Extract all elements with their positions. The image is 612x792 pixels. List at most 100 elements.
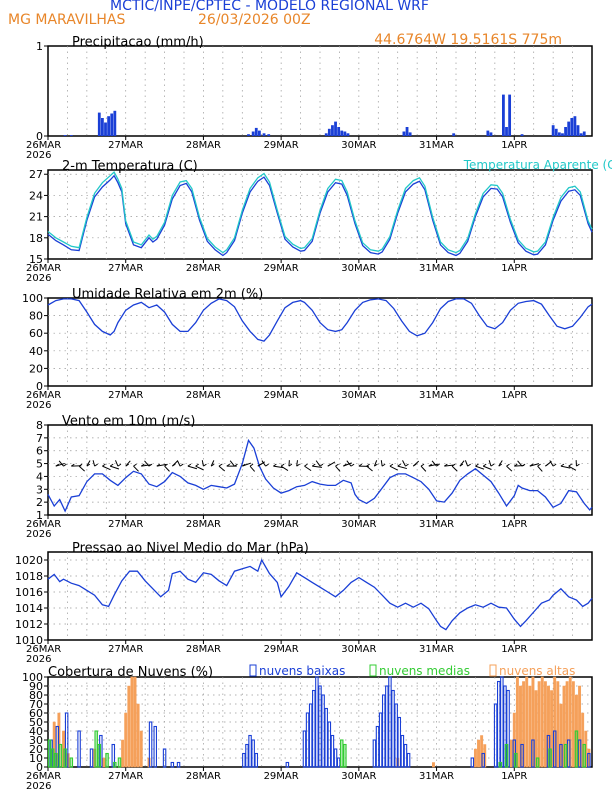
x-tick-label: 1APR (501, 263, 527, 274)
wind-vector-head (125, 463, 129, 467)
x-tick-label: 1APR (501, 644, 527, 655)
x-tick-label: 29MAR (264, 263, 299, 274)
y-tick-label: 1 (36, 40, 43, 53)
wind-vector-head (451, 463, 456, 467)
bar-precipitacao (564, 127, 567, 136)
wind-vector-head (490, 463, 495, 467)
bar-precipitacao (340, 130, 344, 136)
x-tick-label: 1APR (501, 140, 527, 151)
x-tick-label: 30MAR (341, 263, 376, 274)
bar-nuvens-baixas (305, 712, 310, 768)
legend-label: nuvens altas (499, 664, 575, 678)
y-tick-label: 0 (36, 130, 43, 143)
wind-vector-head (172, 463, 176, 467)
wind-vector-arrow (488, 460, 492, 467)
bar-nuvens-medias (58, 743, 63, 768)
series-line-temperatura (47, 174, 593, 257)
x-tick-label: 28MAR (186, 140, 221, 151)
bar-nuvens-baixas (470, 757, 475, 768)
bar-nuvens-medias (117, 757, 122, 768)
y-tick-label: 30 (29, 734, 43, 747)
bar-nuvens-altas (124, 712, 128, 768)
bar-nuvens-baixas (481, 752, 485, 768)
x-tick-label: 31MAR (419, 644, 454, 655)
x-tick-label: 28MAR (186, 644, 221, 655)
bar-precipitacao (257, 130, 261, 136)
bar-precipitacao (107, 116, 111, 136)
wind-vector-arrow (312, 465, 323, 468)
y-tick-label: 80 (29, 689, 43, 702)
bar-nuvens-baixas (391, 689, 395, 768)
wind-vector-head (117, 463, 122, 467)
y-tick-label: 1016 (15, 586, 43, 599)
bar-nuvens-baixas (559, 743, 563, 768)
bar-precipitacao (505, 127, 508, 136)
x-tick-label: 28MAR (186, 771, 221, 782)
wind-vector-head (280, 463, 285, 467)
wind-vector-head (257, 463, 262, 467)
x-tick-label: 26MAR (26, 263, 61, 274)
wind-vector-head (179, 463, 184, 467)
bar-nuvens-altas (509, 739, 513, 768)
bar-precipitacao (267, 134, 271, 136)
bar-nuvens-baixas (406, 752, 411, 768)
bar-nuvens-baixas (397, 716, 402, 768)
y-tick-label: 1012 (15, 618, 43, 631)
bar-nuvens-altas (102, 757, 106, 768)
bar-precipitacao (576, 125, 580, 136)
series-line-vento (47, 438, 593, 513)
series-line-temperatura-aparente (47, 171, 593, 254)
wind-vector-arrow (568, 465, 577, 471)
legend-label: nuvens medias (379, 664, 470, 678)
bar-nuvens-altas (540, 676, 544, 768)
wind-vector-arrow (549, 460, 554, 467)
wind-vector-head (428, 463, 433, 467)
y-tick-label: 40 (29, 725, 43, 738)
wind-vector-arrow (373, 460, 378, 467)
bar-precipitacao (579, 133, 583, 136)
series-line-umidade-relativa (47, 298, 593, 342)
y-tick-label: 18 (29, 232, 43, 245)
wind-vector-head (249, 463, 254, 467)
bar-nuvens-medias (343, 743, 347, 768)
y-tick-label: 100 (22, 292, 43, 305)
y-tick-label: 7 (36, 432, 43, 445)
bar-nuvens-baixas (400, 734, 405, 768)
wind-vector-head (63, 463, 67, 467)
bar-nuvens-baixas (285, 761, 290, 768)
y-tick-label: 4 (36, 470, 43, 483)
y-tick-label: 100 (22, 671, 43, 684)
wind-vector-arrow (110, 465, 120, 470)
wind-vector-head (397, 463, 401, 467)
bar-nuvens-medias (69, 757, 74, 768)
bar-precipitacao (402, 131, 406, 136)
bar-precipitacao (331, 125, 334, 136)
bar-nuvens-altas (473, 748, 477, 768)
bar-nuvens-baixas (333, 748, 338, 768)
x-tick-label: 28MAR (186, 390, 221, 401)
bar-nuvens-baixas (566, 739, 571, 768)
wind-vector-head (304, 463, 308, 467)
x-tick-label: 29MAR (264, 644, 299, 655)
series-line-pressao (47, 558, 593, 631)
bar-nuvens-medias (535, 757, 540, 768)
wind-vector-arrow (187, 465, 198, 470)
x-tick-year: 2026 (26, 529, 51, 540)
wind-vector-head (475, 463, 479, 467)
y-tick-label: 5 (36, 458, 43, 471)
bar-nuvens-medias (574, 730, 579, 768)
legend-label: nuvens baixas (259, 664, 345, 678)
wind-vector-arrow (141, 464, 152, 467)
bar-nuvens-baixas (388, 676, 392, 768)
location-label: MG MARAVILHAS (8, 12, 126, 28)
bar-precipitacao (502, 94, 505, 136)
wind-vector-head (498, 463, 503, 467)
x-tick-label: 30MAR (341, 390, 376, 401)
x-tick-label: 1APR (501, 390, 527, 401)
bar-nuvens-medias (340, 739, 344, 768)
wind-vector-head (133, 463, 137, 467)
wind-vector-head (265, 463, 269, 467)
wind-vector-arrow (218, 465, 226, 472)
y-tick-label: 1018 (15, 570, 43, 583)
